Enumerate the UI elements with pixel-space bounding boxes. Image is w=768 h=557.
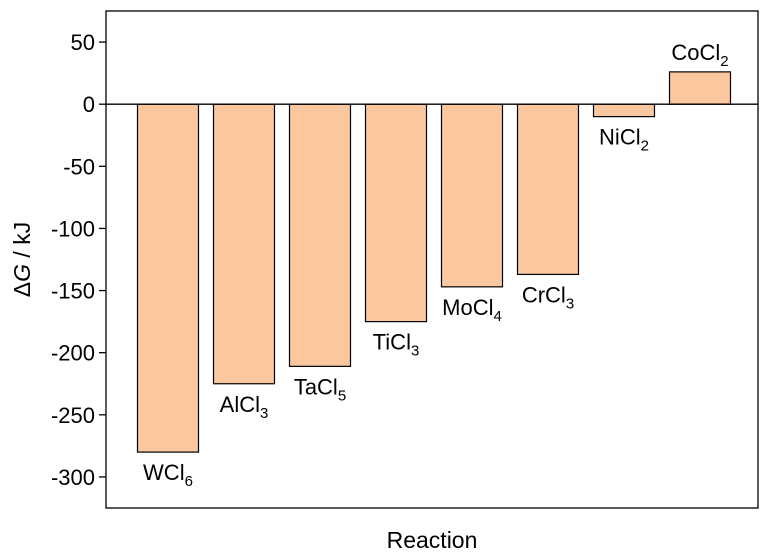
bar	[668, 71, 732, 105]
y-tick-label: 0	[83, 92, 95, 117]
bar	[288, 103, 352, 367]
y-tick-label: -100	[51, 216, 95, 241]
y-tick-label: -150	[51, 279, 95, 304]
y-axis-title: ΔG / kJ	[9, 222, 35, 297]
bar-label: TiCl3	[373, 330, 420, 360]
bar-label: AlCl3	[220, 392, 269, 422]
y-tick-label: -200	[51, 341, 95, 366]
bar	[440, 103, 504, 288]
x-axis-title: Reaction	[387, 527, 478, 553]
bar-label: CoCl2	[671, 40, 728, 70]
bar	[592, 103, 656, 118]
bar	[516, 103, 580, 276]
y-tick-label: -300	[51, 465, 95, 490]
bar	[212, 103, 276, 385]
y-tick-label: -50	[63, 154, 95, 179]
plot-frame	[105, 10, 759, 509]
bar-labels-layer: WCl6 AlCl3 TaCl5 TiCl3 MoCl4 CrCl3 NiCl2 CoCl2	[143, 40, 729, 490]
bar	[136, 103, 200, 453]
bar-label: MoCl4	[442, 295, 502, 325]
y-tick-label: 50	[71, 30, 95, 55]
y-ticks-layer: 50 0 -50 -100 -150 -200 -250 -300	[51, 30, 106, 490]
y-tick-label: -250	[51, 403, 95, 428]
bar	[364, 103, 428, 323]
bar-label: WCl6	[143, 460, 193, 490]
bar-label: NiCl2	[599, 125, 649, 155]
bar-label: CrCl3	[522, 282, 574, 312]
bar-label: TaCl5	[294, 374, 346, 404]
